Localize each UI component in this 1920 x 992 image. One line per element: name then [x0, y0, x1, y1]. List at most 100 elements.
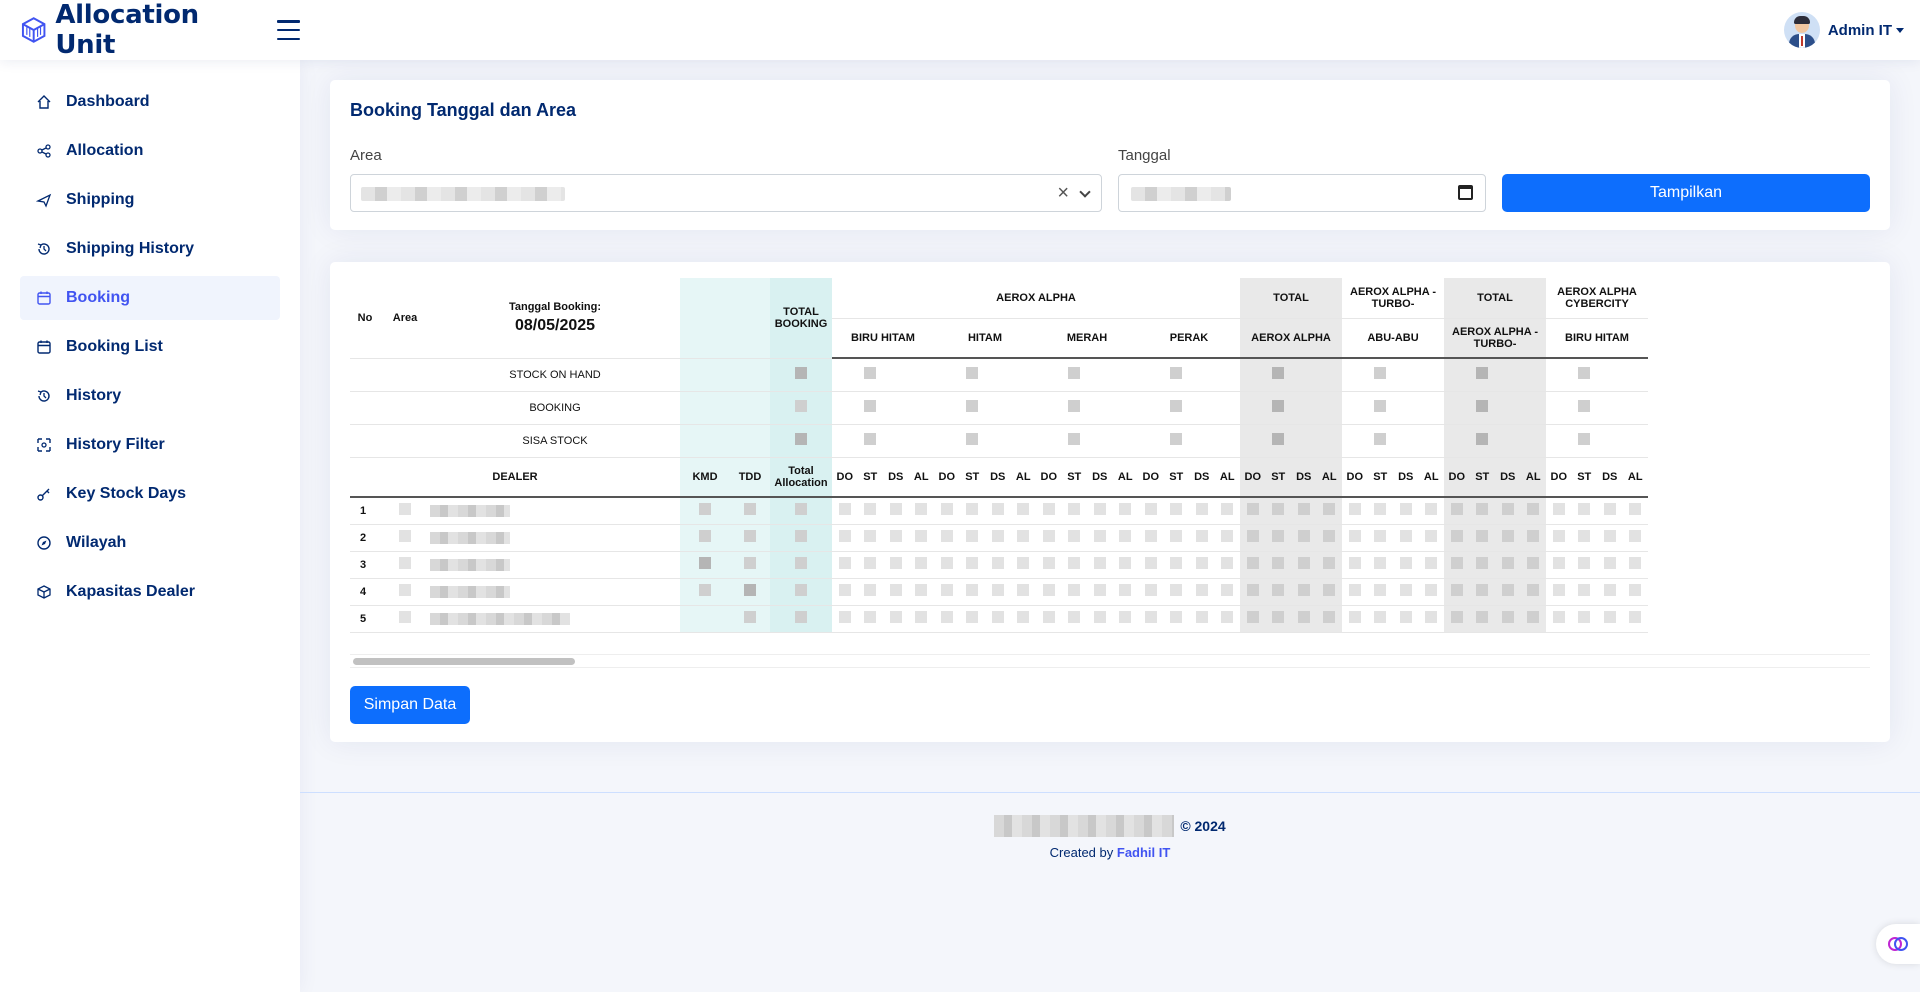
allocation-input[interactable]: [1444, 497, 1470, 525]
allocation-input[interactable]: [1546, 578, 1572, 606]
allocation-input[interactable]: [1597, 497, 1623, 525]
allocation-input[interactable]: [1444, 605, 1470, 633]
allocation-input[interactable]: [1342, 578, 1368, 606]
allocation-input[interactable]: [832, 551, 858, 579]
allocation-input[interactable]: [1597, 524, 1623, 552]
allocation-input[interactable]: [985, 524, 1011, 552]
allocation-input[interactable]: [1214, 497, 1240, 525]
allocation-input[interactable]: [1036, 497, 1062, 525]
calendar-icon[interactable]: [1458, 185, 1473, 200]
allocation-input[interactable]: [1265, 605, 1291, 633]
allocation-input[interactable]: [1138, 551, 1164, 579]
allocation-input[interactable]: [1189, 605, 1215, 633]
allocation-input[interactable]: [1316, 605, 1342, 633]
allocation-input[interactable]: [1622, 578, 1648, 606]
allocation-input[interactable]: [1163, 524, 1189, 552]
allocation-input[interactable]: [1214, 578, 1240, 606]
allocation-input[interactable]: [908, 524, 934, 552]
allocation-input[interactable]: [1393, 578, 1419, 606]
allocation-input[interactable]: [1036, 578, 1062, 606]
allocation-input[interactable]: [1265, 524, 1291, 552]
allocation-input[interactable]: [1520, 551, 1546, 579]
area-select[interactable]: ×: [350, 174, 1102, 212]
allocation-input[interactable]: [1189, 497, 1215, 525]
allocation-input[interactable]: [1469, 497, 1495, 525]
allocation-input[interactable]: [1087, 578, 1113, 606]
allocation-input[interactable]: [985, 551, 1011, 579]
allocation-input[interactable]: [1010, 551, 1036, 579]
allocation-input[interactable]: [1444, 578, 1470, 606]
allocation-input[interactable]: [959, 605, 985, 633]
allocation-input[interactable]: [908, 605, 934, 633]
allocation-input[interactable]: [1367, 578, 1393, 606]
allocation-input[interactable]: [959, 551, 985, 579]
sidebar-item-key-stock-days[interactable]: Key Stock Days: [20, 472, 280, 516]
allocation-input[interactable]: [1571, 605, 1597, 633]
allocation-input[interactable]: [857, 578, 883, 606]
clear-icon[interactable]: ×: [1057, 182, 1069, 204]
allocation-input[interactable]: [1418, 551, 1444, 579]
allocation-input[interactable]: [1291, 497, 1317, 525]
tampilkan-button[interactable]: Tampilkan: [1502, 174, 1870, 212]
allocation-input[interactable]: [832, 497, 858, 525]
allocation-input[interactable]: [1087, 497, 1113, 525]
allocation-input[interactable]: [1469, 551, 1495, 579]
allocation-input[interactable]: [1597, 605, 1623, 633]
sidebar-item-booking-list[interactable]: Booking List: [20, 325, 280, 369]
allocation-input[interactable]: [1214, 551, 1240, 579]
allocation-input[interactable]: [1546, 551, 1572, 579]
allocation-input[interactable]: [934, 578, 960, 606]
allocation-input[interactable]: [1571, 524, 1597, 552]
allocation-input[interactable]: [1597, 578, 1623, 606]
allocation-input[interactable]: [1112, 497, 1138, 525]
allocation-input[interactable]: [1393, 605, 1419, 633]
allocation-input[interactable]: [1622, 524, 1648, 552]
allocation-input[interactable]: [1010, 605, 1036, 633]
scrollbar-thumb[interactable]: [353, 658, 575, 665]
allocation-input[interactable]: [1418, 497, 1444, 525]
sidebar-item-booking[interactable]: Booking: [20, 276, 280, 320]
allocation-input[interactable]: [1010, 578, 1036, 606]
allocation-input[interactable]: [1622, 605, 1648, 633]
allocation-input[interactable]: [1418, 605, 1444, 633]
allocation-input[interactable]: [1240, 551, 1266, 579]
allocation-input[interactable]: [1265, 578, 1291, 606]
allocation-input[interactable]: [1112, 524, 1138, 552]
allocation-input[interactable]: [934, 497, 960, 525]
allocation-input[interactable]: [1495, 497, 1521, 525]
allocation-input[interactable]: [1520, 605, 1546, 633]
sidebar-item-history[interactable]: History: [20, 374, 280, 418]
allocation-input[interactable]: [1291, 605, 1317, 633]
allocation-input[interactable]: [1036, 551, 1062, 579]
allocation-input[interactable]: [1189, 551, 1215, 579]
allocation-input[interactable]: [1061, 605, 1087, 633]
allocation-input[interactable]: [1367, 497, 1393, 525]
allocation-input[interactable]: [883, 605, 909, 633]
allocation-input[interactable]: [934, 605, 960, 633]
allocation-input[interactable]: [959, 524, 985, 552]
allocation-input[interactable]: [883, 551, 909, 579]
allocation-input[interactable]: [1138, 578, 1164, 606]
allocation-input[interactable]: [1571, 551, 1597, 579]
allocation-input[interactable]: [1520, 497, 1546, 525]
allocation-input[interactable]: [1597, 551, 1623, 579]
allocation-input[interactable]: [883, 497, 909, 525]
allocation-input[interactable]: [832, 578, 858, 606]
profile-menu[interactable]: Admin IT: [1783, 12, 1904, 48]
allocation-input[interactable]: [1418, 578, 1444, 606]
allocation-input[interactable]: [1495, 605, 1521, 633]
allocation-input[interactable]: [1342, 605, 1368, 633]
allocation-input[interactable]: [1087, 605, 1113, 633]
allocation-input[interactable]: [1316, 551, 1342, 579]
allocation-input[interactable]: [1240, 524, 1266, 552]
sidebar-item-kapasitas-dealer[interactable]: Kapasitas Dealer: [20, 570, 280, 614]
allocation-input[interactable]: [1214, 605, 1240, 633]
allocation-input[interactable]: [1367, 551, 1393, 579]
allocation-input[interactable]: [857, 605, 883, 633]
date-input[interactable]: [1118, 174, 1486, 212]
allocation-input[interactable]: [1469, 524, 1495, 552]
allocation-input[interactable]: [1061, 524, 1087, 552]
allocation-input[interactable]: [1061, 497, 1087, 525]
allocation-input[interactable]: [985, 605, 1011, 633]
allocation-input[interactable]: [908, 551, 934, 579]
